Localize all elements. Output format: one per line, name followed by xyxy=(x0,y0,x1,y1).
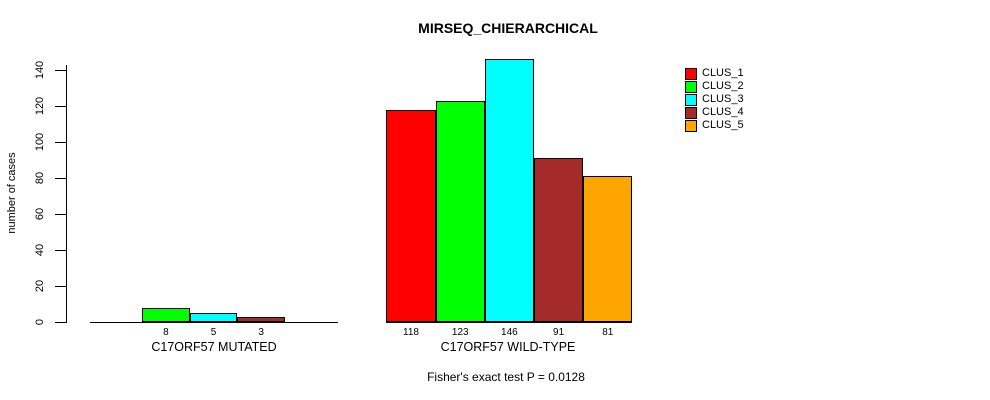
y-tick-label: 20 xyxy=(34,279,46,293)
y-tick-label: 120 xyxy=(34,96,46,116)
bar-value-label: 5 xyxy=(210,327,217,338)
bar-clus_3 xyxy=(189,313,238,322)
y-tick-mark xyxy=(55,70,66,71)
bar-value-label: 8 xyxy=(163,327,169,338)
y-tick-mark xyxy=(55,322,66,323)
bar-clus_1 xyxy=(386,110,436,322)
group-label: C17ORF57 WILD-TYPE xyxy=(440,340,576,354)
y-tick-label: 40 xyxy=(34,243,46,257)
legend-label: CLUS_2 xyxy=(702,80,744,92)
y-tick-label: 80 xyxy=(34,171,46,185)
legend-swatch-clus_2 xyxy=(685,81,697,93)
pvalue-annotation: Fisher's exact test P = 0.0128 xyxy=(427,370,585,384)
y-tick-label: 100 xyxy=(34,132,46,152)
y-tick-mark xyxy=(55,106,66,107)
y-tick-mark xyxy=(55,142,66,143)
group-label: C17ORF57 MUTATED xyxy=(151,340,277,354)
y-tick-label: 0 xyxy=(34,318,46,326)
group-baseline xyxy=(90,322,338,323)
legend-label: CLUS_3 xyxy=(702,93,744,105)
chart-title: MIRSEQ_CHIERARCHICAL xyxy=(418,20,598,36)
bar-clus_4 xyxy=(534,158,584,322)
bar-value-label: 123 xyxy=(451,327,469,338)
legend-label: CLUS_1 xyxy=(702,67,744,79)
y-axis-line xyxy=(66,65,67,323)
bar-clus_2 xyxy=(435,101,485,322)
y-tick-label: 60 xyxy=(34,207,46,221)
bar-value-label: 118 xyxy=(403,327,419,338)
legend-label: CLUS_4 xyxy=(702,106,744,118)
y-axis-label: number of cases xyxy=(6,152,18,234)
legend-swatch-clus_5 xyxy=(685,120,697,132)
bar-clus_2 xyxy=(142,308,190,322)
group-baseline xyxy=(386,322,632,323)
bar-clus_3 xyxy=(484,59,534,322)
bar-value-label: 81 xyxy=(602,327,614,338)
bar-value-label: 3 xyxy=(258,327,264,338)
y-tick-label: 140 xyxy=(34,60,46,80)
legend-label: CLUS_5 xyxy=(702,119,744,131)
bar-clus_5 xyxy=(583,176,633,322)
bar-clus_4 xyxy=(237,317,285,322)
bar-value-label: 91 xyxy=(553,327,565,338)
legend-swatch-clus_3 xyxy=(685,94,697,106)
y-tick-mark xyxy=(55,214,66,215)
y-tick-mark xyxy=(55,250,66,251)
y-tick-mark xyxy=(55,286,66,287)
y-tick-mark xyxy=(55,178,66,179)
legend-swatch-clus_1 xyxy=(685,68,697,80)
legend-swatch-clus_4 xyxy=(685,107,697,119)
bar-value-label: 146 xyxy=(501,327,518,338)
